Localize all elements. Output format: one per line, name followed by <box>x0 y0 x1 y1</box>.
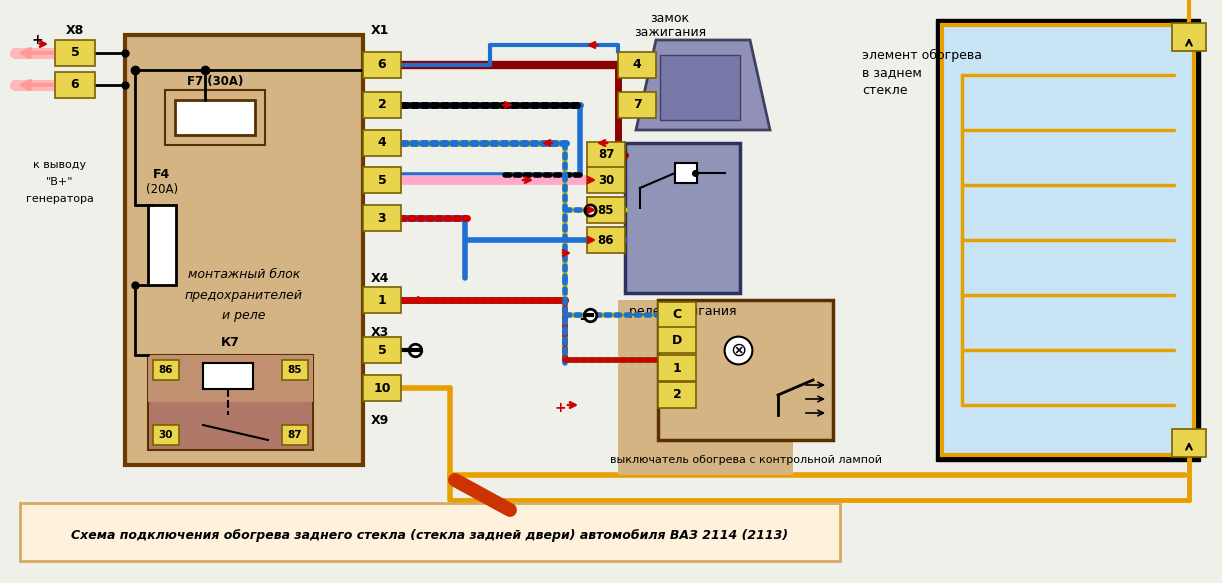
Text: 2: 2 <box>672 388 682 402</box>
Bar <box>363 375 401 401</box>
Bar <box>1172 23 1206 51</box>
Text: 1: 1 <box>378 293 386 307</box>
Bar <box>657 382 697 408</box>
Bar <box>55 72 95 98</box>
Text: C: C <box>672 308 682 321</box>
Bar <box>624 143 741 293</box>
Text: 86: 86 <box>598 234 615 247</box>
Bar <box>618 52 656 78</box>
Text: 1: 1 <box>672 361 682 374</box>
Text: 6: 6 <box>378 58 386 72</box>
Text: 86: 86 <box>159 365 174 375</box>
Text: 7: 7 <box>633 99 642 111</box>
Text: 3: 3 <box>378 212 386 224</box>
Text: D: D <box>672 333 682 346</box>
Bar <box>153 425 178 445</box>
Text: выключатель обогрева с контрольной лампой: выключатель обогрева с контрольной лампо… <box>610 455 881 465</box>
Bar <box>165 90 265 145</box>
Text: "В+": "В+" <box>46 177 73 187</box>
Bar <box>942 25 1194 455</box>
Text: замок: замок <box>650 12 689 24</box>
Text: генератора: генератора <box>26 194 94 204</box>
Bar <box>587 167 624 193</box>
Text: 30: 30 <box>159 430 174 440</box>
Bar <box>55 40 95 66</box>
Bar <box>363 167 401 193</box>
Bar <box>618 300 793 475</box>
Text: 5: 5 <box>378 174 386 187</box>
Text: X8: X8 <box>66 23 84 37</box>
Text: реле зажигания: реле зажигания <box>629 304 736 318</box>
Text: 2: 2 <box>378 99 386 111</box>
Bar <box>203 363 253 389</box>
Bar <box>363 287 401 313</box>
Polygon shape <box>635 40 770 130</box>
Text: 85: 85 <box>598 203 615 216</box>
Text: предохранителей: предохранителей <box>185 289 303 301</box>
Bar <box>363 205 401 231</box>
Bar <box>1172 429 1206 457</box>
Bar <box>587 197 624 223</box>
Bar <box>618 92 656 118</box>
Text: зажигания: зажигания <box>634 26 706 38</box>
Bar <box>657 300 833 440</box>
Bar <box>587 227 624 253</box>
Text: к выводу: к выводу <box>33 160 87 170</box>
Text: (20А): (20А) <box>145 184 178 196</box>
Text: ⊗: ⊗ <box>730 340 747 360</box>
Text: +: + <box>32 33 43 47</box>
Text: 85: 85 <box>287 365 302 375</box>
Text: F7 (30А): F7 (30А) <box>187 76 243 89</box>
Bar <box>675 163 697 183</box>
Text: и реле: и реле <box>222 308 265 321</box>
Text: стекле: стекле <box>862 85 908 97</box>
Bar <box>282 425 308 445</box>
Text: 10: 10 <box>373 381 391 395</box>
Text: Схема подключения обогрева заднего стекла (стекла задней двери) автомобиля ВАЗ 2: Схема подключения обогрева заднего стекл… <box>71 529 788 542</box>
Bar <box>587 142 624 168</box>
Bar <box>20 503 840 561</box>
Text: К7: К7 <box>221 336 240 349</box>
Bar <box>153 360 178 380</box>
Text: 30: 30 <box>598 174 615 187</box>
Text: 6: 6 <box>71 79 79 92</box>
Text: X1: X1 <box>371 23 390 37</box>
Text: монтажный блок: монтажный блок <box>188 269 301 282</box>
Bar <box>282 360 308 380</box>
Text: –: – <box>579 311 587 325</box>
Bar <box>363 52 401 78</box>
Bar <box>660 55 741 120</box>
Bar <box>175 100 255 135</box>
Bar <box>125 35 363 465</box>
Text: в заднем: в заднем <box>862 66 921 79</box>
Bar <box>363 92 401 118</box>
Text: 87: 87 <box>287 430 302 440</box>
Bar <box>363 337 401 363</box>
Text: X3: X3 <box>371 326 390 339</box>
Text: +: + <box>555 401 566 415</box>
Text: F4: F4 <box>154 168 171 181</box>
Text: элемент обогрева: элемент обогрева <box>862 48 982 62</box>
Bar <box>657 327 697 353</box>
Text: 5: 5 <box>378 343 386 356</box>
Text: 4: 4 <box>378 136 386 149</box>
Bar <box>148 355 313 450</box>
Bar <box>363 130 401 156</box>
Bar <box>657 302 697 328</box>
Text: 4: 4 <box>633 58 642 72</box>
Text: 87: 87 <box>598 149 615 161</box>
Text: 5: 5 <box>71 47 79 59</box>
Text: X9: X9 <box>371 413 390 427</box>
Bar <box>148 355 313 402</box>
Bar <box>936 19 1200 461</box>
Text: X4: X4 <box>371 272 390 285</box>
Bar <box>148 205 176 285</box>
Bar <box>657 355 697 381</box>
